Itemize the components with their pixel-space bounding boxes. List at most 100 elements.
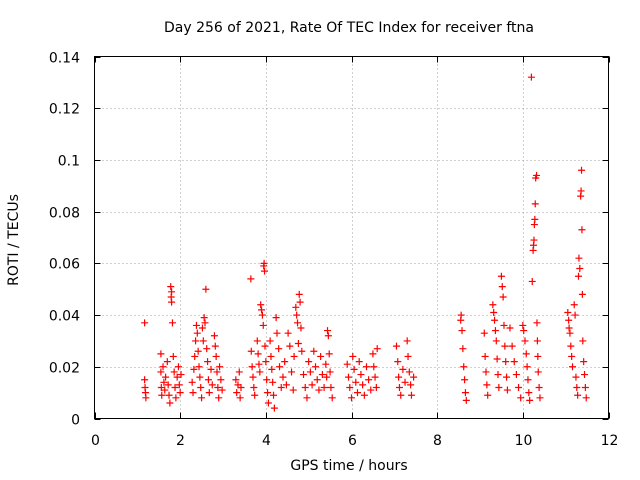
data-point [566,329,574,337]
data-point [266,337,274,345]
data-point [394,358,402,366]
data-point [159,363,167,371]
x-tick-label: 6 [348,433,357,449]
data-point [296,298,304,306]
data-point [573,383,581,391]
data-point [410,373,418,381]
data-point [257,301,265,309]
data-point [520,327,528,335]
data-point [286,342,294,350]
data-point [174,363,182,371]
data-point [201,319,209,327]
data-point [498,283,506,291]
data-point [349,352,357,360]
data-point [320,383,328,391]
data-point [482,368,490,376]
data-point [141,319,149,327]
data-point [247,347,255,355]
data-point [325,350,333,358]
data-point [481,352,489,360]
data-point [324,332,332,340]
data-point [170,368,178,376]
data-point [168,288,176,296]
data-point [157,368,165,376]
data-point [293,311,301,319]
data-point [512,371,520,379]
data-point [260,259,268,267]
data-point [367,386,375,394]
data-point [250,383,258,391]
data-point [162,373,170,381]
data-point [308,381,316,389]
data-point [564,308,572,316]
data-point [403,337,411,345]
data-point [267,352,275,360]
data-point [506,324,514,332]
data-point [193,329,201,337]
data-point [294,340,302,348]
data-point [576,265,584,273]
data-point [350,365,358,373]
x-tick-label: 4 [262,433,271,449]
data-point [141,376,149,384]
data-point [166,399,174,407]
data-point [315,386,323,394]
data-point [212,352,220,360]
data-point [298,347,306,355]
data-point [579,337,587,345]
x-tick-labels: 0 2 4 6 8 10 12 [91,433,618,449]
data-point [288,368,296,376]
data-point [249,373,257,381]
data-point [345,373,353,381]
data-point [397,391,405,399]
y-tick-label: 0.08 [49,206,80,222]
data-point [503,386,511,394]
data-point [268,365,276,373]
data-point [535,383,543,391]
data-point [203,345,211,353]
data-point [281,358,289,366]
data-point [251,391,259,399]
data-point [572,373,580,381]
data-point [263,376,271,384]
data-point [346,383,354,391]
data-point [574,391,582,399]
data-point [235,368,243,376]
data-point [580,358,588,366]
data-point [306,368,314,376]
y-tick-label: 0.14 [49,51,80,67]
data-point [533,171,541,179]
data-point [157,350,165,358]
data-point [171,383,179,391]
data-point [401,378,409,386]
data-point [578,226,586,234]
data-point [301,383,309,391]
data-point [168,319,176,327]
data-point [360,391,368,399]
data-point [370,363,378,371]
y-tick-labels: 0 0.02 0.04 0.06 0.08 0.1 0.12 0.14 [49,51,80,429]
data-point [210,332,218,340]
data-point [164,381,172,389]
data-point [211,342,219,350]
data-point [312,363,320,371]
data-point [343,360,351,368]
x-axis-label: GPS time / hours [290,458,407,474]
data-point [480,329,488,337]
data-point [371,373,379,381]
data-point [292,303,300,311]
grid [94,56,609,419]
data-point [352,378,360,386]
data-point [491,316,499,324]
data-point [264,389,272,397]
data-point [534,368,542,376]
data-point [458,327,466,335]
data-point [169,352,177,360]
data-point [290,352,298,360]
data-point [262,358,270,366]
data-point [527,73,535,81]
data-point [256,368,264,376]
y-tick-label: 0.1 [58,154,80,170]
data-point [353,389,361,397]
